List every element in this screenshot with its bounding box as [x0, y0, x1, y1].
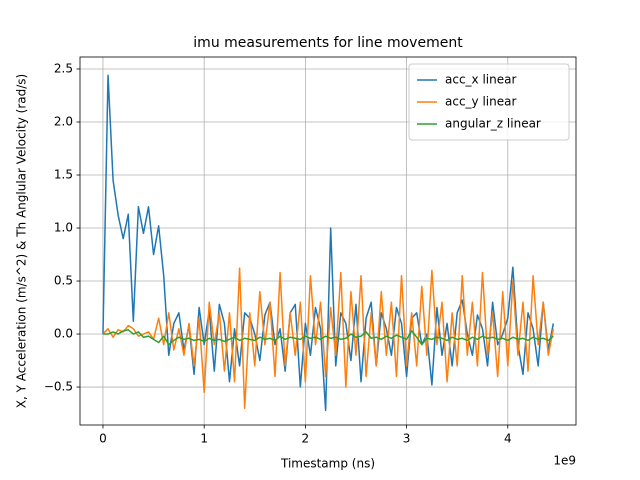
y-tick-label: 0.5 [54, 274, 73, 288]
x-tick-label: 3 [403, 432, 411, 446]
data-line [102, 329, 554, 346]
data-line [102, 267, 555, 409]
y-tick-label: −0.5 [44, 380, 73, 394]
y-axis-label: X, Y Acceleration (m/s^2) & Th Anglular … [15, 74, 29, 408]
legend: acc_x linear acc_y linear angular_z linear [408, 63, 570, 141]
x-tick-label: 1 [200, 432, 208, 446]
x-axis-label: Timestamp (ns) [280, 457, 375, 471]
chart-title: imu measurements for line movement [193, 35, 463, 51]
legend-label: acc_x linear [445, 73, 516, 87]
y-tick-label: 1.0 [54, 221, 73, 235]
x-offset-label: 1e9 [553, 454, 576, 468]
x-tick-label: 2 [302, 432, 310, 446]
y-tick-label: 2.0 [54, 114, 73, 128]
x-tick-label: 0 [99, 432, 107, 446]
y-tick-label: 2.5 [54, 61, 73, 75]
data-line [102, 74, 555, 412]
legend-box [408, 63, 570, 141]
y-tick-label: 1.5 [54, 168, 73, 182]
legend-label: angular_z linear [445, 117, 541, 131]
axes-frame [79, 56, 577, 426]
legend-label: acc_y linear [445, 95, 516, 109]
x-tick-label: 4 [504, 432, 512, 446]
y-tick-label: 0.0 [54, 327, 73, 341]
